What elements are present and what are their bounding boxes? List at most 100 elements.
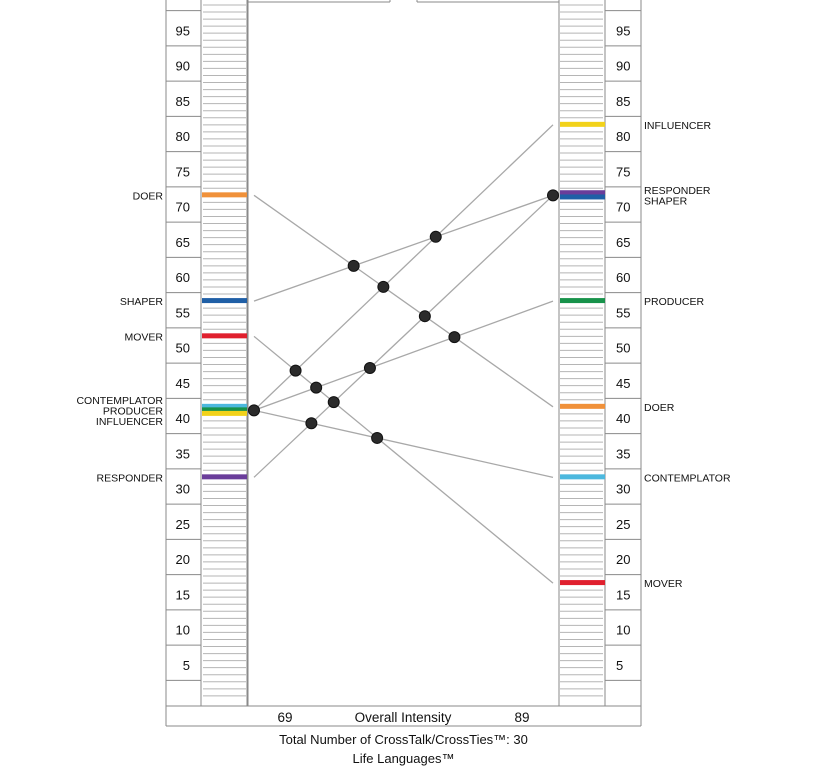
crossing-dot [448,331,461,344]
brand-text: Life Languages™ [352,751,455,766]
crossing-dot [289,364,302,377]
y-tick-label-right: 75 [616,164,630,179]
label-left-responder: RESPONDER [96,472,163,484]
y-tick-label-right: 95 [616,23,630,38]
bar-right-producer [560,298,605,304]
label-right-responder: RESPONDER [644,185,711,197]
bar-right-shaper [560,194,605,200]
y-tick-label-left: 75 [176,164,190,179]
connection-mover [253,335,554,584]
score-bars [202,121,605,586]
chart-frame [165,0,642,727]
label-left-doer: DOER [133,190,164,202]
overall-intensity-label: Overall Intensity [355,710,452,725]
bar-right-influencer [560,121,605,127]
overall-intensity-right: 89 [514,710,529,725]
label-left-influencer: INFLUENCER [96,416,164,428]
y-tick-label-left: 80 [176,129,190,144]
y-tick-label-right: 45 [616,376,630,391]
y-tick-label-right: 80 [616,129,630,144]
y-tick-label-right: 65 [616,235,630,250]
bar-left-producer [202,407,247,413]
y-tick-label-left: 95 [176,23,190,38]
y-tick-label-right: 85 [616,94,630,109]
bar-left-influencer [202,410,247,416]
y-tick-label-right: 35 [616,446,630,461]
crossing-dot [429,230,442,243]
y-tick-label-right: 30 [616,482,630,497]
y-tick-label-left: 55 [176,305,190,320]
y-tick-label-left: 70 [176,200,190,215]
label-left-shaper: SHAPER [120,296,164,308]
connection-contemplator [253,409,554,478]
crossing-dot [363,361,376,374]
y-tick-label-right: 20 [616,552,630,567]
y-tick-label-left: 60 [176,270,190,285]
label-right-doer: DOER [644,402,675,414]
bar-left-contemplator [202,403,247,409]
y-tick-label-left: 40 [176,411,190,426]
label-left-producer: PRODUCER [103,405,164,417]
y-tick-label-right: 40 [616,411,630,426]
overall-intensity-left: 69 [277,710,292,725]
y-tick-label-right: 60 [616,270,630,285]
y-tick-label-right: 70 [616,200,630,215]
y-tick-label-left: 30 [176,482,190,497]
total-crosstalk-text: Total Number of CrossTalk/CrossTies™: 30 [279,732,528,747]
connection-lines [253,124,554,584]
bar-left-responder [202,474,247,480]
y-tick-label-right: 55 [616,305,630,320]
crossing-dot [248,404,260,417]
y-tick-label-left: 20 [176,552,190,567]
label-right-shaper: SHAPER [644,196,688,208]
crossing-dot [547,189,559,202]
bar-right-responder [560,190,605,196]
connection-shaper [253,194,554,302]
y-tick-label-right: 25 [616,517,630,532]
bar-left-mover [202,333,247,339]
y-tick-label-right: 15 [616,587,630,602]
y-tick-label-left: 5 [183,658,190,673]
y-tick-label-left: 45 [176,376,190,391]
y-tick-label-left: 85 [176,94,190,109]
label-left-mover: MOVER [124,331,163,343]
bar-left-shaper [202,298,247,304]
crossing-dot [377,280,390,293]
bar-right-contemplator [560,474,605,480]
connection-producer [253,300,554,411]
crossing-dot [347,259,360,272]
crossing-dot [305,417,318,430]
y-tick-label-left: 90 [176,59,190,74]
crossing-dot [327,396,340,409]
crossing-points [248,189,559,444]
bar-left-doer [202,192,247,198]
connection-influencer [253,124,554,411]
y-tick-label-left: 65 [176,235,190,250]
connection-doer [253,194,554,408]
label-right-influencer: INFLUENCER [644,120,712,132]
label-left-contemplator: CONTEMPLATOR [76,395,163,407]
label-right-mover: MOVER [644,578,683,590]
y-tick-label-right: 50 [616,341,630,356]
y-tick-label-right: 10 [616,623,630,638]
overall-intensity-row: 69 Overall Intensity 89 [277,710,529,725]
y-tick-label-right: 90 [616,59,630,74]
crossing-dot [371,431,384,444]
label-right-producer: PRODUCER [644,296,705,308]
crossing-dot [310,381,323,394]
tick-lines [203,4,603,697]
y-tick-label-right: 5 [616,658,623,673]
crossing-dot [418,310,431,323]
y-tick-label-left: 50 [176,341,190,356]
y-tick-label-left: 25 [176,517,190,532]
language-labels: DOERSHAPERMOVERCONTEMPLATORPRODUCERINFLU… [76,120,731,590]
bar-right-mover [560,580,605,586]
y-tick-label-left: 35 [176,446,190,461]
connection-responder [253,194,554,478]
y-tick-label-left: 15 [176,587,190,602]
label-right-contemplator: CONTEMPLATOR [644,472,731,484]
y-tick-label-left: 10 [176,623,190,638]
bar-right-doer [560,403,605,409]
